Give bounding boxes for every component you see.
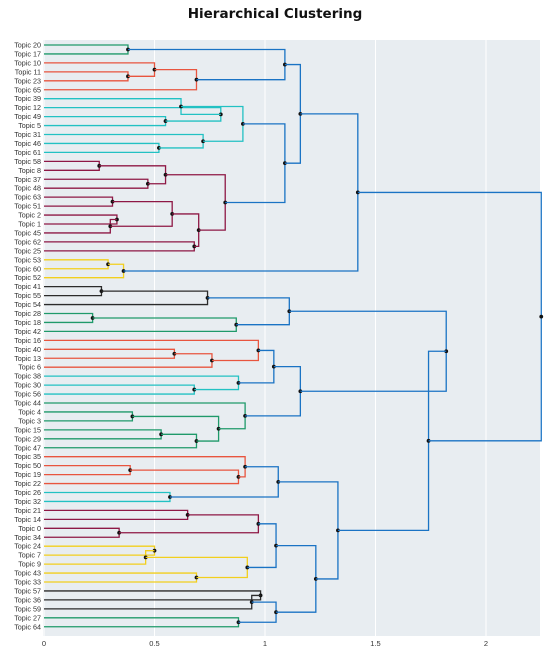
leaf-label: Topic 58 <box>14 157 41 166</box>
leaf-label: Topic 64 <box>14 622 41 631</box>
leaf-label: Topic 32 <box>14 497 41 506</box>
leaf-label: Topic 19 <box>14 470 41 479</box>
leaf-label: Topic 61 <box>14 148 41 157</box>
leaf-label: Topic 3 <box>18 416 41 425</box>
x-tick-label: 1 <box>263 639 267 648</box>
leaf-label: Topic 63 <box>14 193 41 202</box>
leaf-label: Topic 15 <box>14 425 41 434</box>
leaf-label: Topic 39 <box>14 94 41 103</box>
leaf-label: Topic 27 <box>14 613 41 622</box>
x-tick-label: 2 <box>484 639 488 648</box>
leaf-label: Topic 30 <box>14 381 41 390</box>
leaf-label: Topic 18 <box>14 318 41 327</box>
leaf-label: Topic 26 <box>14 488 41 497</box>
leaf-label: Topic 7 <box>18 551 41 560</box>
leaf-label: Topic 59 <box>14 604 41 613</box>
leaf-label: Topic 35 <box>14 452 41 461</box>
leaf-label: Topic 45 <box>14 228 41 237</box>
leaf-label: Topic 48 <box>14 184 41 193</box>
leaf-label: Topic 13 <box>14 354 41 363</box>
leaf-label: Topic 16 <box>14 336 41 345</box>
leaf-label: Topic 0 <box>18 524 41 533</box>
leaf-label: Topic 38 <box>14 372 41 381</box>
leaf-label: Topic 56 <box>14 390 41 399</box>
leaf-label: Topic 37 <box>14 175 41 184</box>
leaf-label: Topic 10 <box>14 58 41 67</box>
merge-node <box>539 314 544 319</box>
leaf-label: Topic 5 <box>18 121 41 130</box>
chart-title: Hierarchical Clustering <box>187 6 363 22</box>
leaf-label: Topic 6 <box>18 363 41 372</box>
leaf-label: Topic 21 <box>14 506 41 515</box>
leaf-label: Topic 36 <box>14 595 41 604</box>
leaf-label: Topic 44 <box>14 399 41 408</box>
leaf-label: Topic 4 <box>18 407 41 416</box>
leaf-label: Topic 43 <box>14 569 41 578</box>
leaf-label: Topic 23 <box>14 76 41 85</box>
leaf-label: Topic 42 <box>14 327 41 336</box>
leaf-label: Topic 24 <box>14 542 41 551</box>
leaf-label: Topic 46 <box>14 139 41 148</box>
leaf-label: Topic 28 <box>14 309 41 318</box>
x-tick-label: 0 <box>42 639 46 648</box>
leaf-label: Topic 41 <box>14 282 41 291</box>
leaf-label: Topic 50 <box>14 461 41 470</box>
leaf-label: Topic 22 <box>14 479 41 488</box>
plot-background <box>43 40 540 636</box>
leaf-label: Topic 33 <box>14 578 41 587</box>
leaf-label: Topic 1 <box>18 220 41 229</box>
leaf-label: Topic 52 <box>14 273 41 282</box>
leaf-label: Topic 8 <box>18 166 41 175</box>
leaf-label: Topic 51 <box>14 202 41 211</box>
x-tick-label: 0.5 <box>149 639 159 648</box>
leaf-label: Topic 9 <box>18 560 41 569</box>
leaf-label: Topic 54 <box>14 300 41 309</box>
merge-node <box>218 112 223 117</box>
x-tick-label: 1.5 <box>370 639 380 648</box>
leaf-label: Topic 17 <box>14 49 41 58</box>
leaf-label: Topic 65 <box>14 85 41 94</box>
leaf-label: Topic 55 <box>14 291 41 300</box>
leaf-label: Topic 49 <box>14 112 41 121</box>
leaf-label: Topic 29 <box>14 434 41 443</box>
leaf-label: Topic 34 <box>14 533 41 542</box>
leaf-label: Topic 14 <box>14 515 41 524</box>
leaf-label: Topic 53 <box>14 255 41 264</box>
leaf-label: Topic 11 <box>15 67 41 76</box>
leaf-label: Topic 12 <box>14 103 41 112</box>
leaf-label: Topic 20 <box>14 41 41 50</box>
leaf-label: Topic 62 <box>14 237 41 246</box>
leaf-label: Topic 25 <box>14 246 41 255</box>
leaf-label: Topic 57 <box>14 586 41 595</box>
leaf-label: Topic 31 <box>14 130 41 139</box>
leaf-label: Topic 40 <box>14 345 41 354</box>
leaf-label: Topic 2 <box>18 211 41 220</box>
leaf-label: Topic 47 <box>14 443 41 452</box>
leaf-label: Topic 60 <box>14 264 41 273</box>
